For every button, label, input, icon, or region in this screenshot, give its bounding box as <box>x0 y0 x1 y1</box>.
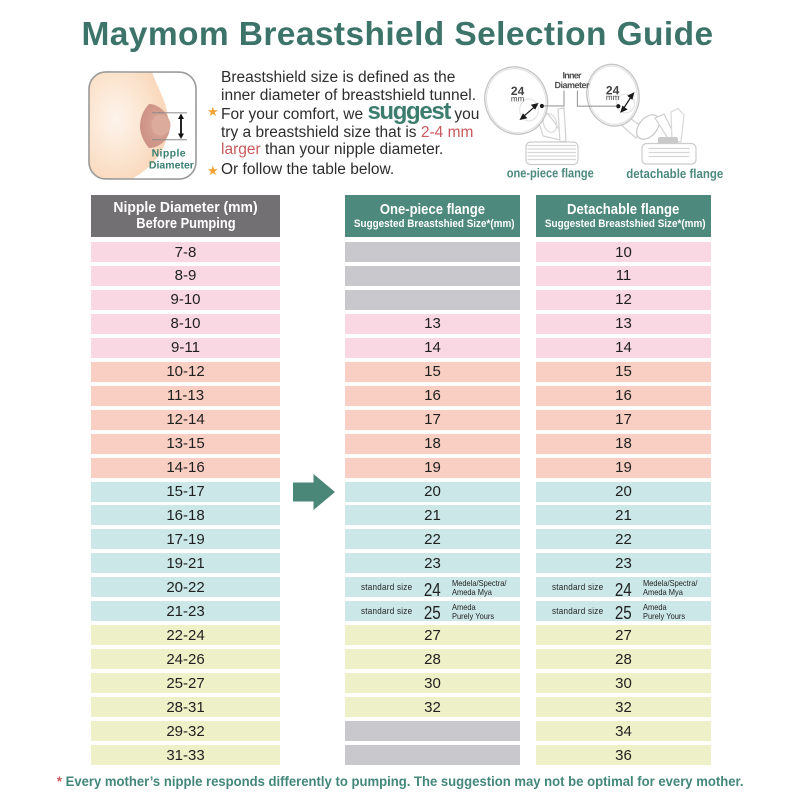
svg-text:mm: mm <box>511 94 525 103</box>
svg-text:Diameter: Diameter <box>555 80 590 90</box>
svg-text:24: 24 <box>606 83 620 97</box>
svg-text:detachable flange: detachable flange <box>626 166 723 181</box>
svg-text:Nipple: Nipple <box>152 148 186 160</box>
svg-text:mm: mm <box>606 93 620 102</box>
svg-text:Diameter: Diameter <box>149 160 194 172</box>
svg-text:24: 24 <box>511 84 525 98</box>
svg-text:Inner: Inner <box>563 70 582 80</box>
svg-text:one-piece flange: one-piece flange <box>507 165 594 180</box>
